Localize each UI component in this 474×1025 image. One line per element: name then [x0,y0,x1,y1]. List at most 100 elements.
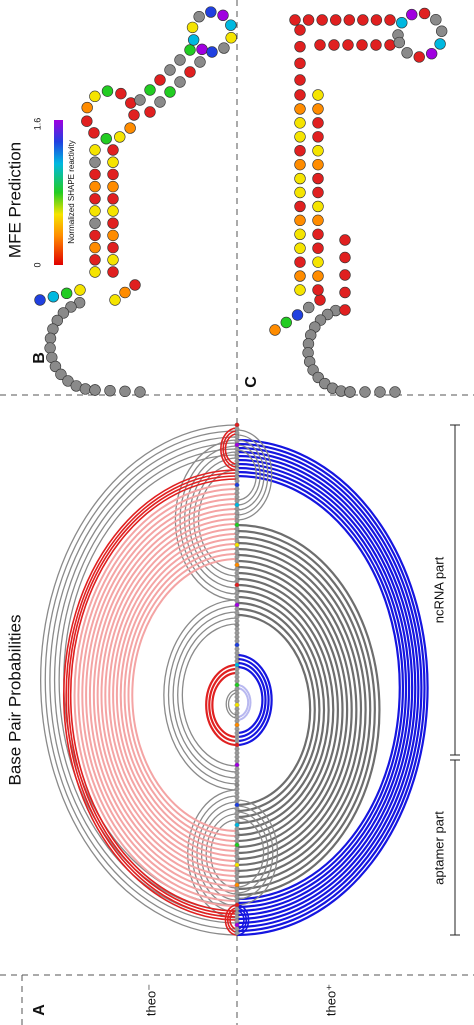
nucleotide [234,870,240,876]
nucleotide [418,7,431,20]
nucleotide [49,360,62,373]
nucleotide [234,746,240,752]
nucleotide [234,422,240,428]
nucleotide [234,546,240,552]
arc [227,692,238,716]
nucleotide [88,127,100,139]
nucleotide [89,229,101,242]
nucleotide [291,309,304,321]
nucleotide [234,910,240,916]
nucleotide [302,14,315,26]
arc [236,449,257,501]
nucleotide [294,284,306,296]
arc [40,424,238,936]
arc [236,429,273,521]
arc [53,442,238,918]
nucleotide [234,662,240,668]
arc-diagram [40,422,429,937]
nucleotide [89,90,101,103]
nucleotide [312,131,324,143]
nucleotide [234,682,240,688]
nucleotide [234,614,240,620]
nucleotide [234,558,240,564]
nucleotide [339,251,351,264]
nucleotide [206,46,218,58]
nucleotide [393,36,406,49]
nucleotide [406,8,418,21]
arc [236,553,358,867]
arc [236,446,423,929]
nucleotide [187,34,200,46]
arc [85,498,238,892]
nucleotide [217,9,229,21]
arc [119,543,238,847]
nucleotide [186,21,199,34]
nucleotide [234,674,240,680]
arc [49,436,238,924]
nucleotide [234,778,240,784]
nucleotide [194,56,206,68]
nucleotide [234,594,240,600]
nucleotide [234,522,240,528]
arc [77,488,238,902]
nucleotide [294,131,306,143]
nucleotide [164,86,176,98]
arc [236,559,353,861]
nucleotide [401,47,413,59]
arc [236,438,429,937]
region-label: ncRNA part [431,556,446,623]
nucleotide [312,172,324,185]
nucleotide [294,186,306,199]
nucleotide [234,878,240,884]
arc [174,439,238,601]
arc [191,795,238,913]
nucleotide [234,766,240,772]
arc [81,493,238,897]
arc [236,547,363,873]
nucleotide [234,826,240,832]
nucleotide [34,294,46,306]
nucleotide [234,566,240,572]
arc [131,558,238,832]
nucleotide [234,430,240,436]
arc [236,613,312,807]
nucleotide [89,156,101,168]
arc [167,605,238,785]
nucleotide [234,606,240,612]
arc [172,611,238,779]
nucleotide [330,14,342,26]
arc [236,458,414,917]
nucleotide [124,122,136,134]
nucleotide [234,490,240,496]
nucleotide [101,85,114,97]
arc [236,535,372,885]
arc [236,817,265,888]
nucleotide [234,754,240,760]
nucleotide [234,722,240,728]
nucleotide [294,57,306,70]
nucleotide [234,810,240,816]
nucleotide [119,385,131,398]
nucleotide [107,156,119,168]
nucleotide [434,38,446,50]
arc [225,689,238,719]
nucleotide [144,84,156,96]
nucleotide [425,47,438,60]
nucleotide [44,342,56,354]
nucleotide [107,193,119,205]
nucleotide [234,906,240,912]
nucleotide [234,866,240,872]
nucleotide [234,666,240,672]
arc [96,513,238,877]
nucleotide [234,638,240,644]
nucleotide [234,538,240,544]
colorbar [54,120,63,265]
arc [236,523,381,897]
nucleotide [234,706,240,712]
nucleotide [413,51,425,63]
nucleotide [234,582,240,588]
nucleotide [234,470,240,476]
nucleotide [234,562,240,568]
condition-label: theo⁻ [143,984,158,1016]
colorbar-min: 0 [32,262,42,267]
